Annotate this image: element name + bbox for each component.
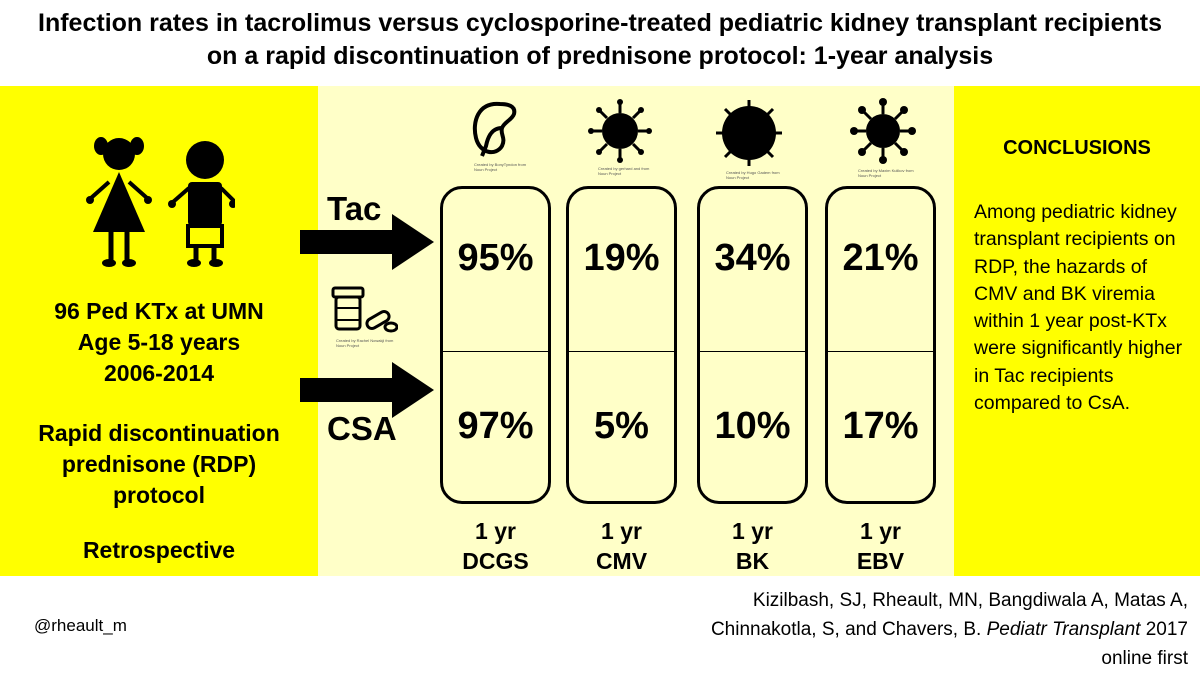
bk-csa-rate: 10% xyxy=(714,405,791,447)
box-divider xyxy=(700,351,805,352)
citation-year: 2017 xyxy=(1145,619,1188,640)
citation: Kizilbash, SJ, Rheault, MN, Bangdiwala A… xyxy=(588,586,1188,673)
ebv-result-box: 21% 17% xyxy=(825,186,936,504)
cmv-label-timeframe: 1 yr xyxy=(601,518,642,544)
conclusions-panel xyxy=(954,86,1200,576)
cohort-size: 96 Ped KTx at UMN xyxy=(54,298,264,324)
bk-result-box: 34% 10% xyxy=(697,186,808,504)
tacrolimus-arm-label: Tac xyxy=(327,190,382,227)
cmv-label-outcome: CMV xyxy=(595,548,648,574)
ebv-label-outcome: EBV xyxy=(856,548,905,574)
protocol-line-2: prednisone (RDP) xyxy=(61,451,257,477)
ebv-column-label: 1 yr EBV xyxy=(825,516,936,576)
cmv-result-box: 19% 5% xyxy=(566,186,677,504)
twitter-handle: @rheault_m xyxy=(34,616,127,635)
cmv-icon-credit: Created by gerhard and from Noun Project xyxy=(598,166,650,176)
title-line-2: on a rapid discontinuation of prednisone… xyxy=(206,42,994,70)
ebv-icon-credit: Created by Maxim Kulikov from Noun Proje… xyxy=(858,168,914,178)
dcgs-label-outcome: DCGS xyxy=(462,548,529,574)
cyclosporine-arm-label: CSA xyxy=(327,410,397,447)
kidney-icon xyxy=(472,101,517,157)
csa-arrow-icon xyxy=(300,362,434,418)
dcgs-result-box: 95% 97% xyxy=(440,186,551,504)
bk-virus-icon xyxy=(716,100,782,166)
ebv-virus-icon xyxy=(850,98,916,164)
box-divider xyxy=(828,351,933,352)
citation-line-3: online first xyxy=(1101,648,1188,669)
conclusions-text: Among pediatric kidney transplant recipi… xyxy=(974,201,1183,415)
infographic-title: Infection rates in tacrolimus versus cyc… xyxy=(0,0,1200,86)
left-panel xyxy=(0,86,318,576)
cmv-column-label: 1 yr CMV xyxy=(566,516,677,576)
protocol-description: Rapid discontinuation prednisone (RDP) p… xyxy=(0,418,318,511)
box-divider xyxy=(569,351,674,352)
cohort-years: 2006-2014 xyxy=(104,360,214,386)
medication-icon xyxy=(331,286,398,333)
citation-authors-2: Chinnakotla, S, and Chavers, B. xyxy=(710,619,982,640)
ebv-csa-rate: 17% xyxy=(842,405,919,447)
ebv-tac-rate: 21% xyxy=(842,237,919,279)
children-icon xyxy=(86,137,235,267)
bk-icon-credit: Created by Hugo Gadem from Noun Project xyxy=(726,170,780,180)
protocol-line-3: protocol xyxy=(113,482,205,508)
dcgs-csa-rate: 97% xyxy=(457,405,534,447)
box-divider xyxy=(443,351,548,352)
tac-arrow-icon xyxy=(300,214,434,270)
dcgs-column-label: 1 yr DCGS xyxy=(440,516,551,576)
cohort-age: Age 5-18 years xyxy=(77,329,241,355)
study-design: Retrospective xyxy=(82,537,236,563)
cmv-tac-rate: 19% xyxy=(583,237,660,279)
dcgs-label-timeframe: 1 yr xyxy=(475,518,516,544)
medication-icon-credit: Created by Rachel Nowakji from Noun Proj… xyxy=(336,338,394,348)
protocol-line-1: Rapid discontinuation xyxy=(38,420,280,446)
conclusions-heading: CONCLUSIONS xyxy=(1003,137,1151,159)
title-line-1: Infection rates in tacrolimus versus cyc… xyxy=(38,9,1162,37)
cohort-description: 96 Ped KTx at UMN Age 5-18 years 2006-20… xyxy=(0,296,318,389)
bk-label-timeframe: 1 yr xyxy=(732,518,773,544)
citation-line-1: Kizilbash, SJ, Rheault, MN, Bangdiwala A… xyxy=(752,590,1188,611)
bk-tac-rate: 34% xyxy=(714,237,791,279)
ebv-label-timeframe: 1 yr xyxy=(860,518,901,544)
citation-line-2: Chinnakotla, S, and Chavers, B. Pediatr … xyxy=(588,615,1188,644)
dcgs-tac-rate: 95% xyxy=(457,237,534,279)
bk-label-outcome: BK xyxy=(735,548,770,574)
bk-column-label: 1 yr BK xyxy=(697,516,808,576)
citation-journal: Pediatr Transplant xyxy=(986,619,1141,640)
cmv-virus-icon xyxy=(588,99,652,163)
cmv-csa-rate: 5% xyxy=(594,405,649,447)
kidney-icon-credit: Created by BonyTyndon from Noun Project xyxy=(474,162,527,172)
